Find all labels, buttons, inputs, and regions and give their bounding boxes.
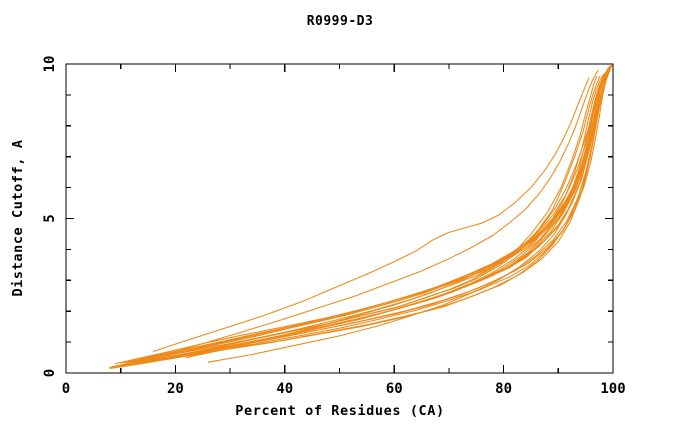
data-curve	[120, 67, 611, 364]
data-curve	[114, 74, 604, 368]
page-title: R0999-D3	[306, 14, 374, 29]
data-curve	[122, 71, 608, 367]
x-tick-label: 80	[495, 381, 512, 397]
data-curve	[131, 65, 612, 363]
data-curve	[128, 65, 612, 365]
axis-ticks	[65, 63, 614, 374]
data-curve	[185, 65, 611, 359]
data-curve	[120, 72, 607, 367]
data-curve	[109, 75, 598, 368]
data-curves	[109, 65, 613, 369]
y-tick-label: 10	[42, 56, 58, 73]
data-curve	[163, 69, 599, 355]
data-curve	[122, 68, 611, 367]
x-tick-label: 20	[167, 381, 184, 397]
data-curve	[142, 65, 612, 362]
x-tick-label: 0	[62, 381, 70, 397]
plot-frame	[65, 63, 614, 374]
y-axis-tick-labels: 0 5 10	[42, 56, 58, 378]
data-curve	[136, 65, 612, 362]
x-tick-label: 60	[386, 381, 403, 397]
y-axis-title: Distance Cutoff, A	[10, 139, 26, 296]
data-curve	[117, 69, 611, 368]
data-curve	[133, 68, 610, 365]
data-curve	[131, 69, 610, 365]
x-tick-label: 100	[600, 381, 625, 397]
data-curve	[114, 69, 609, 365]
x-tick-label: 40	[276, 381, 293, 397]
y-tick-label: 5	[42, 214, 58, 222]
x-axis-title: Percent of Residues (CA)	[235, 403, 444, 419]
data-curve	[111, 75, 601, 368]
data-curve	[117, 72, 606, 367]
data-curve	[125, 70, 609, 366]
data-curve	[128, 69, 609, 366]
data-curve	[125, 66, 611, 364]
data-curve	[152, 77, 590, 352]
y-tick-label: 0	[42, 369, 58, 377]
x-axis-tick-labels: 0 20 40 60 80 100	[62, 381, 626, 397]
